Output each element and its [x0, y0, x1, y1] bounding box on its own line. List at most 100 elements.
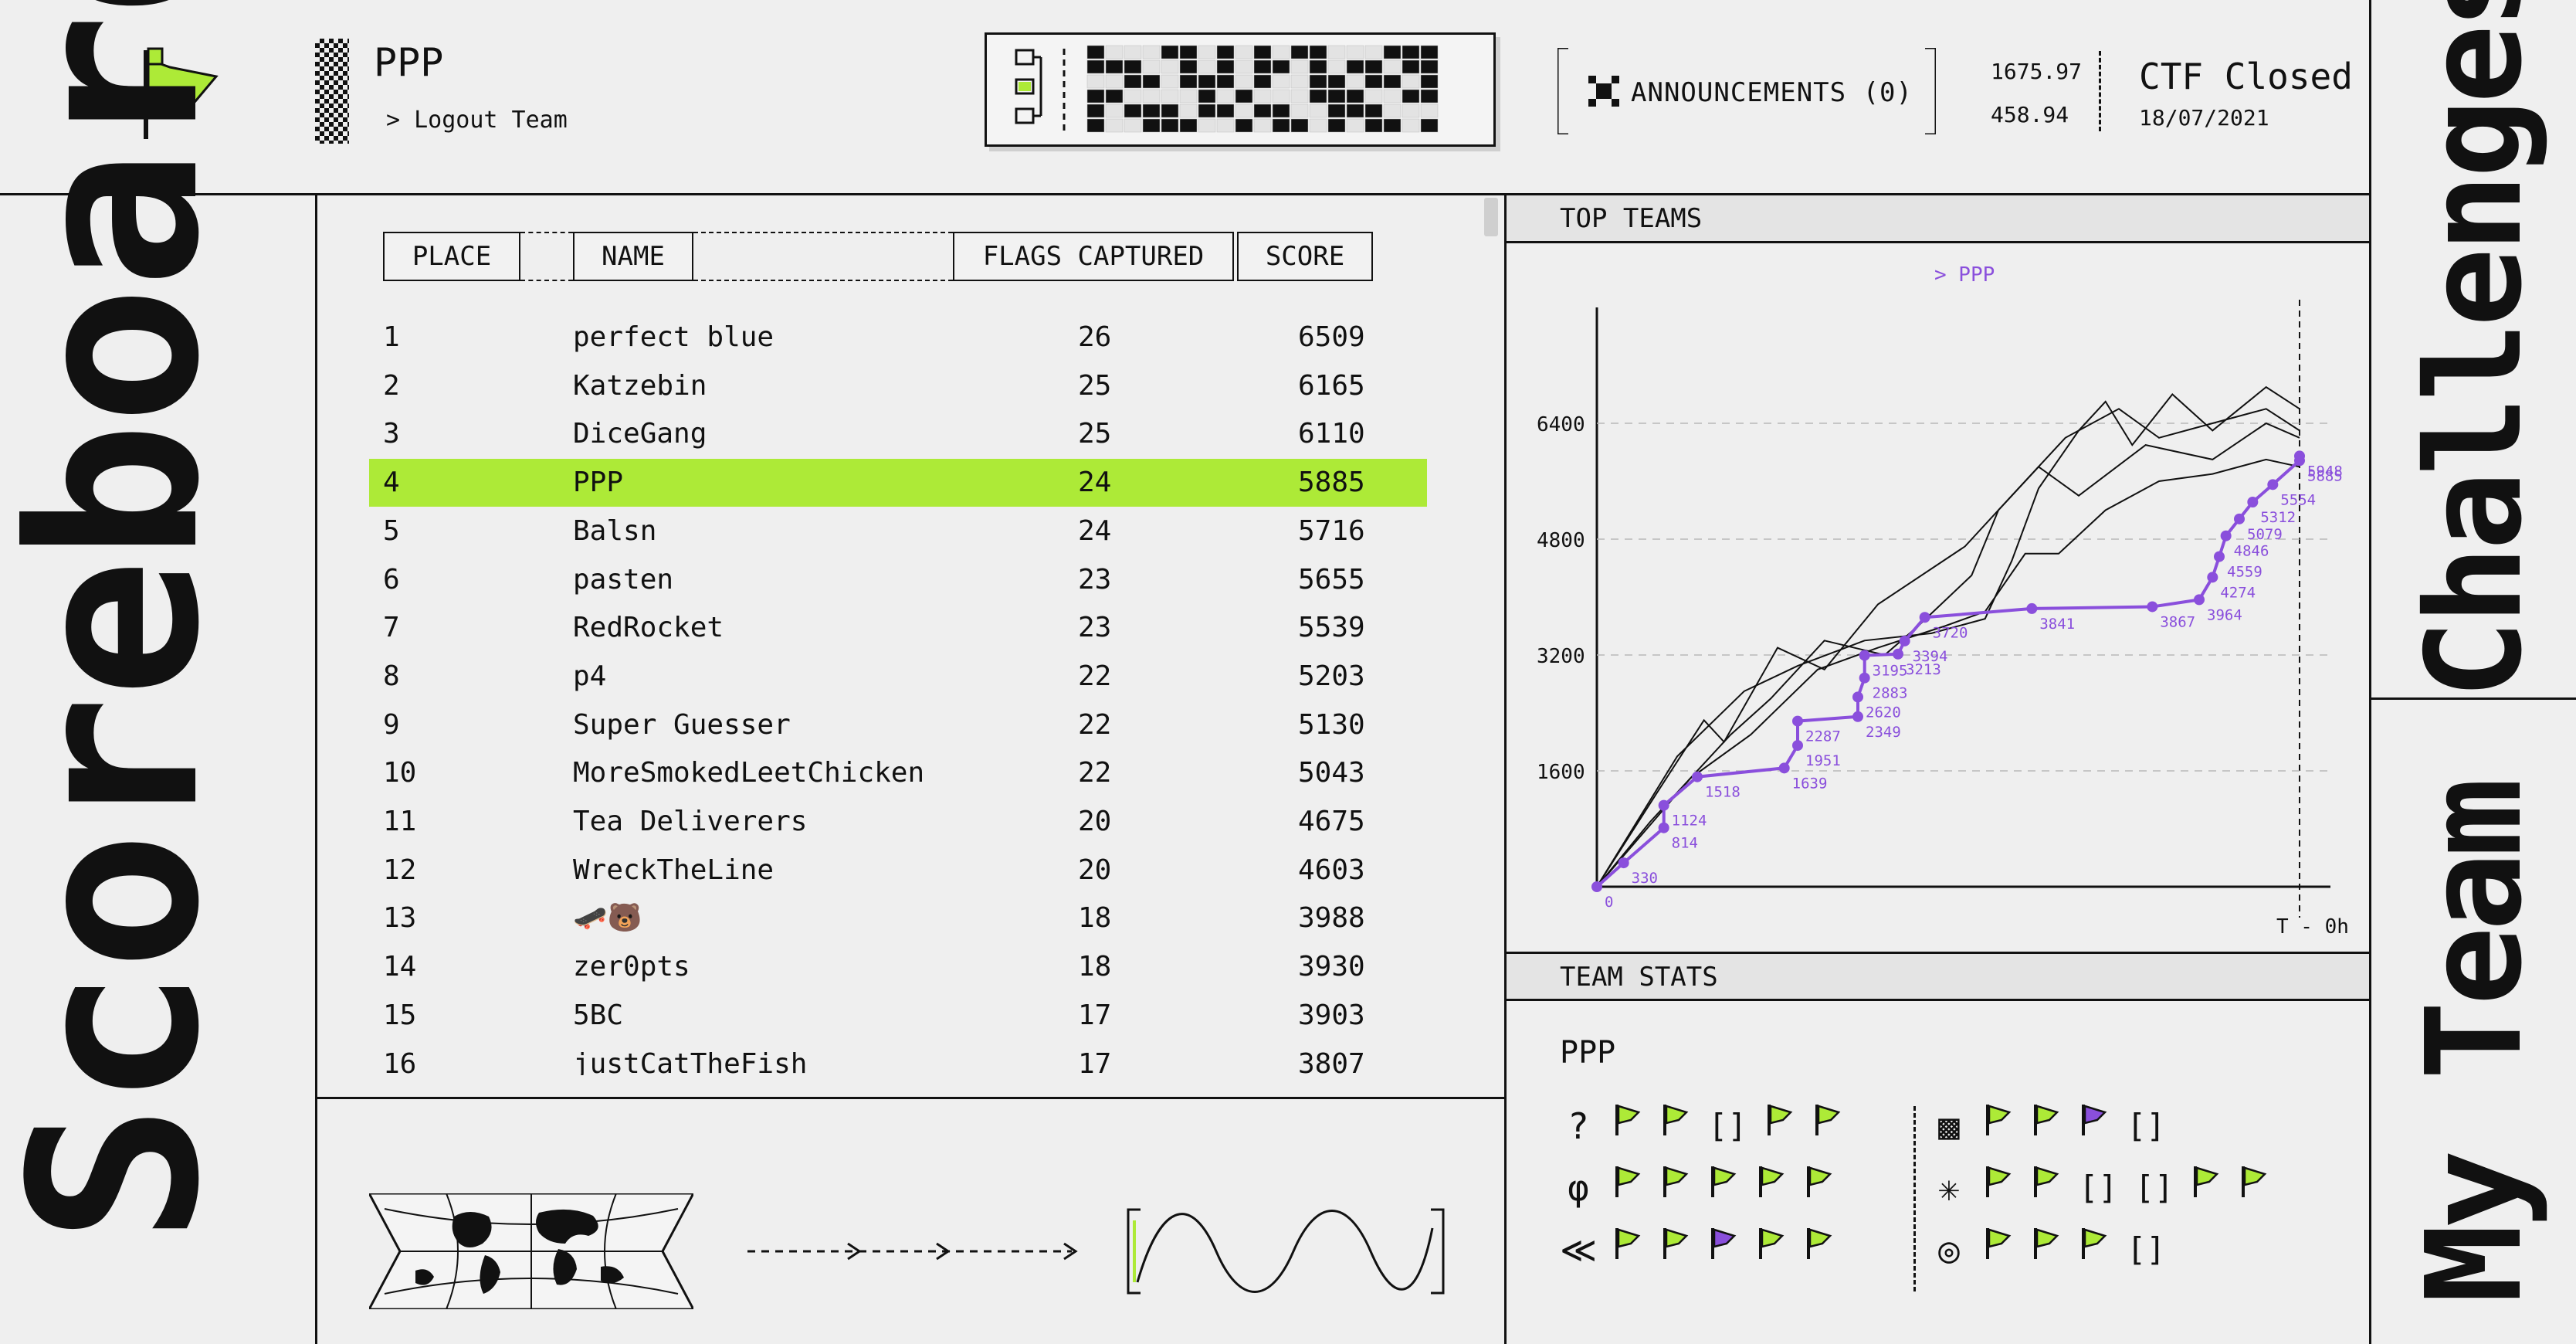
series-point-ppp: [1893, 648, 1903, 660]
flag-icon[interactable]: [1983, 1163, 2014, 1213]
flag-icon[interactable]: [2031, 1225, 2062, 1274]
flag-icon[interactable]: [1804, 1225, 1835, 1274]
table-row[interactable]: 14 zer0pts 18 3930: [369, 943, 1427, 991]
row-team-name: zer0pts: [573, 951, 690, 983]
table-row[interactable]: 10 MoreSmokedLeetChicken 22 5043: [369, 749, 1427, 797]
table-row[interactable]: 15 5BC 17 3903: [369, 992, 1427, 1040]
flag-icon[interactable]: [2031, 1101, 2062, 1151]
series-point-ppp: [2207, 572, 2218, 583]
nav-my-team[interactable]: My Team: [2398, 782, 2551, 1304]
unsolved-bracket-icon[interactable]: []: [2127, 1107, 2166, 1145]
row-team-name: RedRocket: [573, 612, 724, 644]
table-row[interactable]: 4 PPP 24 5885: [369, 459, 1427, 507]
header-stat-top: 1675.97: [1991, 59, 2083, 84]
header-divider: [0, 193, 2371, 195]
flag-icon[interactable]: [1983, 1101, 2014, 1151]
flag-icon[interactable]: [1612, 1101, 1643, 1151]
row-flags-captured: 17: [1078, 1047, 1112, 1076]
series-point-ppp: [2194, 594, 2205, 606]
row-score: 6509: [1298, 321, 1365, 353]
table-row[interactable]: 11 Tea Deliverers 20 4675: [369, 798, 1427, 846]
flag-icon[interactable]: [1812, 1101, 1843, 1151]
row-score: 6110: [1298, 418, 1365, 450]
series-point-label: 0: [1605, 894, 1613, 911]
column-header-flags-captured[interactable]: FLAGS CAPTURED: [953, 232, 1234, 281]
column-header-name[interactable]: NAME: [573, 232, 693, 281]
series-point-ppp: [2147, 601, 2158, 613]
series-point-ppp: [2267, 479, 2279, 490]
table-scrollbar[interactable]: [1484, 198, 1498, 236]
table-row[interactable]: 5 Balsn 24 5716: [369, 507, 1427, 555]
table-row[interactable]: 7 RedRocket 23 5539: [369, 604, 1427, 652]
table-row[interactable]: 8 p4 22 5203: [369, 653, 1427, 701]
row-score: 4603: [1298, 854, 1365, 886]
table-row[interactable]: 6 pasten 23 5655: [369, 556, 1427, 604]
series-point-label: 3213: [1906, 661, 1941, 678]
series-point-label: 1124: [1672, 813, 1707, 830]
flag-icon[interactable]: [1660, 1163, 1691, 1213]
row-place: 13: [383, 902, 417, 935]
column-header-place[interactable]: PLACE: [383, 232, 520, 281]
row-place: 5: [383, 514, 400, 547]
flag-icon[interactable]: [1756, 1163, 1787, 1213]
flag-purple-icon[interactable]: [2079, 1101, 2110, 1151]
flag-icon[interactable]: [1660, 1225, 1691, 1274]
row-place: 16: [383, 1047, 417, 1076]
flag-icon[interactable]: [1660, 1101, 1691, 1151]
top-teams-header: [1507, 195, 2369, 242]
unsolved-bracket-icon[interactable]: []: [2134, 1169, 2174, 1207]
unsolved-bracket-icon[interactable]: []: [1708, 1107, 1747, 1145]
table-row[interactable]: 1 perfect blue 26 6509: [369, 314, 1427, 361]
row-place: 6: [383, 563, 400, 596]
table-row[interactable]: 3 DiceGang 25 6110: [369, 410, 1427, 458]
nav-divider: [315, 193, 317, 1344]
row-team-name: MoreSmokedLeetChicken: [573, 757, 925, 789]
top-teams-header-line: [1507, 241, 2369, 243]
unsolved-bracket-icon[interactable]: []: [2127, 1230, 2166, 1268]
row-score: 5655: [1298, 563, 1365, 596]
flag-purple-icon[interactable]: [1708, 1225, 1739, 1274]
series-point-label: 5312: [2260, 509, 2296, 526]
series-line-team: [1596, 422, 2300, 888]
flag-icon[interactable]: [2239, 1163, 2269, 1213]
flag-icon[interactable]: [2031, 1163, 2062, 1213]
series-point-ppp: [2026, 602, 2038, 614]
table-row[interactable]: 9 Super Guesser 22 5130: [369, 701, 1427, 749]
logout-team-link[interactable]: > Logout Team: [386, 107, 568, 134]
flag-icon[interactable]: [1764, 1101, 1795, 1151]
flag-icon[interactable]: [1756, 1225, 1787, 1274]
series-point-label: 4559: [2227, 564, 2262, 581]
series-point-label: 3394: [1913, 648, 1948, 665]
flag-icon[interactable]: [1708, 1163, 1739, 1213]
category-icon: φ: [1568, 1167, 1589, 1209]
flag-icon[interactable]: [2191, 1163, 2222, 1213]
flag-icon[interactable]: [1983, 1225, 2014, 1274]
top-teams-title: TOP TEAMS: [1560, 203, 1703, 234]
row-flags-captured: 22: [1078, 660, 1112, 692]
row-place: 10: [383, 757, 417, 789]
flag-icon[interactable]: [1612, 1163, 1643, 1213]
series-line-team: [1596, 385, 2300, 888]
flag-icon[interactable]: [2079, 1225, 2110, 1274]
series-point-label: 5079: [2247, 526, 2283, 543]
team-stats-row: ▩ []: [1930, 1100, 2183, 1151]
nav-challenges[interactable]: Challenges: [2398, 0, 2551, 699]
unsolved-bracket-icon[interactable]: []: [2079, 1169, 2118, 1207]
row-place: 15: [383, 999, 417, 1031]
table-row[interactable]: 12 WreckTheLine 20 4603: [369, 847, 1427, 894]
nav-scoreboard[interactable]: Scoreboard: [0, 0, 250, 1244]
y-tick-label: 3200: [1537, 645, 1585, 668]
table-row[interactable]: 16 justCatTheFish 17 3807: [369, 1040, 1427, 1076]
row-flags-captured: 23: [1078, 563, 1112, 596]
column-header-score[interactable]: SCORE: [1237, 232, 1373, 281]
announcements-button[interactable]: [1557, 48, 1936, 134]
table-bottom-divider: [315, 1097, 1506, 1099]
flag-icon[interactable]: [1612, 1225, 1643, 1274]
flag-icon[interactable]: [1804, 1163, 1835, 1213]
table-row[interactable]: 2 Katzebin 25 6165: [369, 362, 1427, 410]
series-point-ppp: [1899, 635, 1910, 647]
team-stats-divider: [1913, 1106, 1916, 1291]
table-row[interactable]: 13 🛹🐻 18 3988: [369, 894, 1427, 942]
right-nav-divider: [2369, 0, 2371, 1344]
series-point-ppp: [1919, 612, 1930, 623]
